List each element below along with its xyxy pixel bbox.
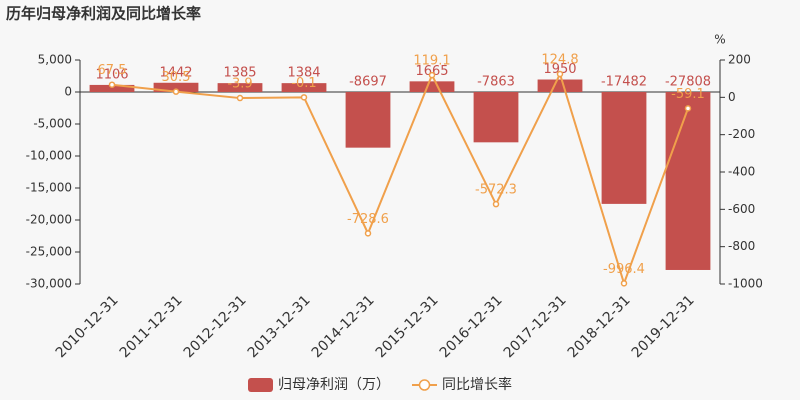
line-label: -728.6 — [347, 212, 389, 227]
bar-label: 1106 — [95, 67, 128, 82]
bar-label: 1950 — [543, 62, 576, 77]
y-tick-label: 5,000 — [38, 53, 72, 67]
line-point — [108, 81, 116, 88]
line-point — [236, 94, 244, 102]
legend-label: 同比增长率 — [442, 376, 512, 393]
bar — [409, 81, 455, 92]
y2-tick-label: -200 — [728, 127, 755, 141]
bar — [473, 92, 519, 143]
y2-tick-label: -600 — [728, 202, 755, 216]
bar — [345, 92, 391, 148]
bar-label: 1665 — [415, 64, 448, 79]
bar — [537, 79, 583, 92]
bar — [281, 83, 327, 92]
y-tick-label: -25,000 — [26, 245, 72, 259]
line-label: 30.5 — [162, 70, 191, 85]
y-tick-label: -20,000 — [26, 213, 72, 227]
y-tick-label: 0 — [64, 85, 72, 99]
y2-tick-label: 200 — [728, 53, 751, 67]
bar — [601, 92, 647, 204]
y2-tick-label: -800 — [728, 239, 755, 253]
line-point — [364, 230, 372, 237]
line-label: -0.1 — [291, 76, 316, 91]
line-label: -3.9 — [227, 77, 252, 92]
bar — [89, 84, 135, 92]
y2-tick-label: 0 — [728, 90, 736, 104]
y2-tick-label: -400 — [728, 165, 755, 179]
line-label: -59.1 — [671, 87, 705, 102]
line-point — [684, 105, 692, 112]
bar-label: -27808 — [665, 75, 711, 90]
y-tick-label: -5,000 — [33, 117, 72, 131]
line-label: -572.3 — [475, 183, 517, 198]
legend-swatch — [248, 378, 273, 392]
line-point — [428, 71, 436, 79]
y-tick-label: -30,000 — [26, 277, 72, 291]
bar — [153, 82, 199, 92]
line-label: 67.5 — [98, 63, 127, 78]
bar-label: -17482 — [601, 75, 647, 90]
line-label: 119.1 — [413, 54, 450, 69]
line-point — [556, 70, 564, 78]
bar-label: 1442 — [159, 65, 192, 80]
legend-marker — [418, 379, 431, 391]
y-tick-label: -10,000 — [26, 149, 72, 163]
legend-label: 归母净利润（万） — [278, 376, 390, 393]
line-point — [492, 200, 500, 208]
line-point — [620, 280, 628, 287]
legend-item: 同比增长率 — [412, 376, 512, 393]
bar — [217, 83, 263, 92]
chart-title: 历年归母净利润及同比增长率 — [6, 5, 201, 23]
y-tick-label: -15,000 — [26, 181, 72, 195]
y2-tick-label: -1000 — [728, 277, 763, 291]
line-label: 124.8 — [541, 53, 578, 68]
line — [111, 71, 689, 287]
bar-label: 1384 — [287, 66, 320, 81]
y2-axis-label: % — [714, 33, 725, 47]
line-point — [172, 88, 180, 95]
legend-item: 归母净利润（万） — [248, 376, 390, 393]
line-point — [300, 94, 308, 101]
line-label: -996.4 — [603, 262, 645, 277]
bar-label: 1385 — [223, 66, 256, 81]
bar-label: -8697 — [349, 75, 387, 90]
bar-label: -7863 — [477, 75, 515, 90]
bar — [665, 92, 711, 270]
